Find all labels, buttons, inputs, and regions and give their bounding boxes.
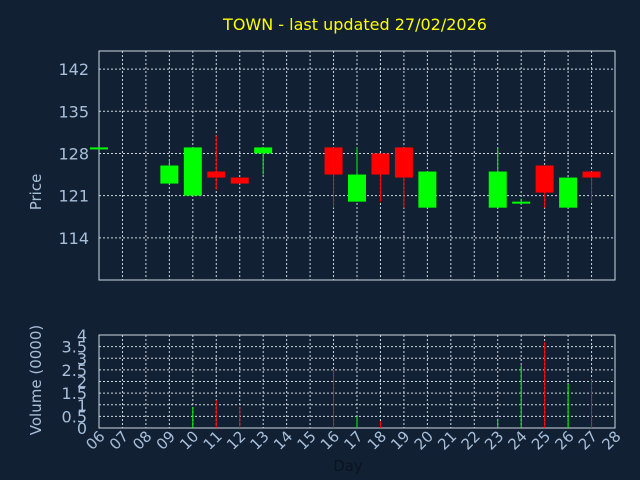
candle-body	[324, 147, 343, 175]
volume-axis-label: Volume (0000)	[27, 325, 45, 435]
x-tick-label: 07	[106, 427, 132, 453]
candle-body	[160, 165, 179, 184]
candle-body	[488, 171, 507, 208]
x-tick-label: 14	[270, 427, 296, 453]
volume-tick-label: 1.5	[62, 384, 87, 403]
volume-y-tick-labels: 00.511.522.533.54	[62, 326, 87, 438]
x-tick-label: 27	[575, 427, 601, 453]
x-tick-label: 15	[293, 427, 319, 453]
volume-bars	[192, 341, 593, 428]
x-tick-label: 19	[387, 427, 413, 453]
candle-body	[394, 147, 413, 178]
x-tick-label: 08	[129, 427, 155, 453]
x-tick-label: 22	[458, 427, 484, 453]
x-tick-label: 13	[247, 427, 273, 453]
candle-body	[418, 171, 437, 208]
x-tick-label: 26	[551, 427, 577, 453]
price-tick-label: 121	[58, 187, 89, 206]
x-tick-label: 16	[317, 427, 343, 453]
chart-title: TOWN - last updated 27/02/2026	[222, 15, 487, 34]
price-axis-label: Price	[27, 174, 45, 211]
volume-grid	[99, 335, 615, 428]
x-tick-label: 23	[481, 427, 507, 453]
price-y-tick-labels: 114 121 128 135 142	[58, 60, 89, 248]
candle-body	[535, 165, 554, 193]
price-tick-label: 114	[58, 229, 89, 248]
x-tick-label: 17	[340, 427, 366, 453]
x-tick-labels: 0607080910111213141516171819202122232425…	[82, 427, 624, 453]
x-tick-label: 09	[153, 427, 179, 453]
x-tick-label: 18	[364, 427, 390, 453]
volume-tick-label: 2.5	[62, 361, 87, 380]
candlesticks	[90, 135, 601, 208]
x-tick-label: 10	[176, 427, 202, 453]
volume-tick-label: 4	[77, 326, 87, 345]
candle-body	[371, 153, 390, 175]
candle-body	[254, 147, 273, 154]
candle-body	[582, 171, 601, 178]
volume-tick-label: 1	[77, 396, 87, 415]
candle-body	[90, 147, 108, 150]
x-tick-label: 24	[505, 427, 531, 453]
volume-tick-label: 3.5	[62, 338, 87, 357]
price-tick-label: 135	[58, 102, 89, 121]
candle-body	[183, 147, 202, 196]
x-axis-label: Day	[333, 457, 363, 475]
volume-tick-label: 0	[77, 419, 87, 438]
x-tick-label: 21	[434, 427, 460, 453]
volume-tick-label: 2	[77, 373, 87, 392]
x-tick-label: 12	[223, 427, 249, 453]
price-tick-label: 128	[58, 144, 89, 163]
x-tick-label: 25	[528, 427, 554, 453]
candle-body	[348, 174, 366, 202]
x-tick-label: 11	[200, 427, 226, 453]
x-tick-label: 20	[411, 427, 437, 453]
candle-body	[559, 177, 578, 208]
price-tick-label: 142	[58, 60, 89, 79]
volume-tick-label: 3	[77, 349, 87, 368]
candle-body	[512, 201, 531, 204]
volume-tick-label: 0.5	[62, 407, 87, 426]
x-tick-label: 28	[598, 427, 624, 453]
candle-body	[230, 177, 249, 184]
candle-body	[207, 171, 226, 178]
